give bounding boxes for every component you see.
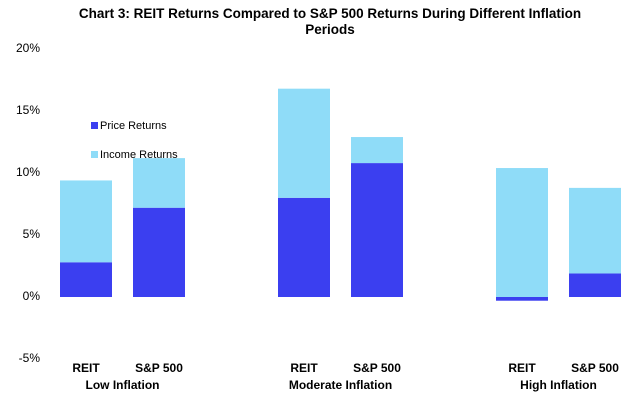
legend-swatch [91,151,98,158]
x-tick-label: REIT [290,361,318,375]
group-label: High Inflation [520,378,597,392]
x-tick-label: S&P 500 [571,361,619,375]
x-tick-label: S&P 500 [135,361,183,375]
bar-segment [496,297,548,301]
y-tick-label: 5% [23,227,41,241]
bar-segment [278,197,330,297]
y-tick-label: 10% [16,165,40,179]
legend-label: Income Returns [100,149,178,161]
y-tick-label: 20% [16,41,40,55]
bar-segment [133,158,185,208]
bar-segment [60,262,112,297]
group-label: Low Inflation [86,378,160,392]
legend-label: Price Returns [100,120,167,132]
y-tick-label: -5% [19,351,41,365]
bar-segment [278,88,330,198]
y-tick-label: 0% [23,289,41,303]
bar-segment [569,273,621,297]
legend-swatch [91,122,98,129]
bar-segment [351,137,403,164]
y-tick-label: 15% [16,103,40,117]
x-tick-label: REIT [508,361,536,375]
x-tick-label: REIT [72,361,100,375]
x-tick-label: S&P 500 [353,361,401,375]
group-label: Moderate Inflation [289,378,392,392]
bar-segment [569,187,621,274]
bar-segment [496,168,548,297]
bar-segment [351,163,403,297]
chart-title: Chart 3: REIT Returns Compared to S&P 50… [78,6,582,37]
bar-segment [60,180,112,263]
bar-segment [133,207,185,297]
